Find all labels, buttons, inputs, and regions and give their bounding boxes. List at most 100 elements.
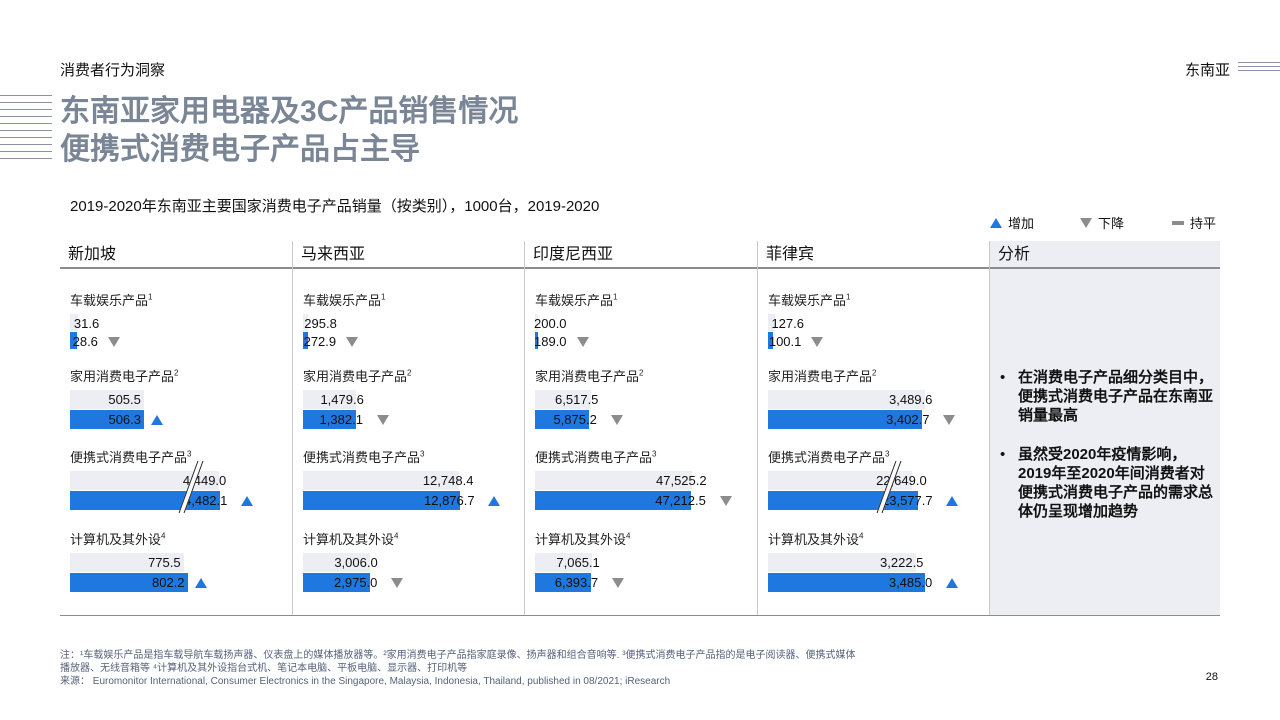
category-label: 车载娱乐产品1 [535,292,618,308]
footnote-marker: 1 [381,292,386,302]
triangle-up-icon [946,496,959,506]
value-2019: 127.6 [771,316,804,331]
panel-header-3: 菲律宾 [758,241,989,269]
value-2020: 802.2 [152,575,185,590]
category-label: 车载娱乐产品1 [70,292,153,308]
triangle-up-icon [488,496,501,506]
value-2020: 3,402.7 [886,412,930,427]
footnote-marker: 2 [407,368,412,378]
category-label: 家用消费电子产品2 [303,368,412,384]
section-label: 消费者行为洞察 [60,62,166,79]
panel-header-0: 新加坡 [60,241,292,269]
chart-bottom-line [60,615,1220,616]
panel-separator [989,241,990,616]
bar-2019 [768,390,925,409]
triangle-up-icon [241,496,254,506]
value-2019: 7,065.1 [556,555,600,570]
bar-2020 [70,410,145,429]
bar-2019 [303,471,459,490]
triangle-up-icon [990,217,1002,228]
value-2019: 1,479.6 [320,392,364,407]
bar-2019 [535,471,692,490]
footnote: 注：¹车载娱乐产品是指车载导航车载扬声器、仪表盘上的媒体播放器等。²家用消费电子… [60,649,860,688]
value-2020: 5,875.2 [553,412,597,427]
bar-2019 [535,314,538,331]
value-2020: 23,577.7 [882,493,933,508]
value-2019: 6,517.5 [555,392,599,407]
triangle-down-icon [376,415,389,425]
value-2020: 1,382.1 [319,412,363,427]
footnote-marker: 3 [652,449,657,459]
bullet-icon: • [1000,446,1006,463]
legend-up: 增加 [990,213,1034,232]
value-2019: 3,006.0 [334,555,378,570]
category-label: 便携式消费电子产品3 [303,449,425,465]
triangle-down-icon [943,415,956,425]
bar-2019 [768,553,917,572]
page-number: 28 [1205,671,1218,683]
value-2019: 31.6 [73,316,100,331]
value-2020: 12,876.7 [424,493,475,508]
triangle-down-icon [346,337,359,347]
region-label: 东南亚 [1184,62,1230,79]
panel-header-2: 印度尼西亚 [525,241,757,269]
category-label: 家用消费电子产品2 [70,368,179,384]
bar-2019 [535,553,593,572]
triangle-down-icon [611,578,624,588]
value-2019: 505.5 [108,392,141,407]
analysis-panel [990,241,1220,615]
legend-up-label: 增加 [1008,216,1035,231]
bar-2019 [303,314,309,331]
value-2019: 3,489.6 [889,392,933,407]
bar-2020 [70,332,77,349]
value-2020: 6,393.7 [554,575,599,590]
value-2019: 775.5 [148,555,181,570]
value-2020: 506.3 [108,412,142,427]
category-label: 计算机及其外设4 [70,531,166,547]
analysis-point-1-text: 在消费电子产品细分类目中，便携式消费电子产品在东南亚销量最高 [1018,369,1214,424]
bar-2019 [768,314,776,331]
value-2020: 189.0 [534,334,567,349]
value-2020: 47,212.5 [655,493,706,508]
bar-2020 [768,573,925,592]
triangle-down-icon [1080,217,1092,228]
category-label: 家用消费电子产品2 [768,368,877,384]
triangle-down-icon [391,578,404,588]
category-label: 计算机及其外设4 [303,531,399,547]
triangle-down-icon [610,415,623,425]
category-label: 便携式消费电子产品3 [70,449,192,465]
legend-flat-label: 持平 [1190,216,1217,231]
bullet-icon: • [1000,369,1006,386]
value-2019: 47,525.2 [656,473,707,488]
region-decoration [1238,62,1280,74]
triangle-down-icon [107,337,120,347]
value-2019: 12,748.4 [422,473,474,488]
bar-2020 [535,491,692,510]
footnote-marker: 4 [859,531,864,541]
panel-header-1: 马来西亚 [293,241,524,269]
triangle-up-icon [194,578,207,588]
footnote-marker: 3 [187,449,192,459]
value-2020: 28.6 [72,334,98,349]
bar-2020 [768,332,773,349]
footnote-source: 来源： Euromonitor International, Consumer … [60,676,671,687]
value-2020: 100.1 [768,334,802,349]
panel-separator [292,241,293,616]
bar-2019 [303,553,371,572]
triangle-down-icon [576,337,589,347]
bar-2020 [303,332,308,349]
value-2019: 295.8 [304,316,337,331]
panel-separator [757,241,758,616]
legend-flat: 持平 [1172,213,1216,232]
title-line-1: 东南亚家用电器及3C产品销售情况 [60,95,519,128]
category-label: 便携式消费电子产品3 [768,449,890,465]
bar-2020 [303,573,371,592]
value-2019: 22,649.0 [876,473,927,488]
category-label: 家用消费电子产品2 [535,368,644,384]
category-label: 计算机及其外设4 [535,531,631,547]
analysis-header: 分析 [990,241,1220,269]
footnote-marker: 2 [639,368,644,378]
panel-separator [524,241,525,616]
bar-2020 [535,410,590,429]
triangle-up-icon [150,415,163,425]
